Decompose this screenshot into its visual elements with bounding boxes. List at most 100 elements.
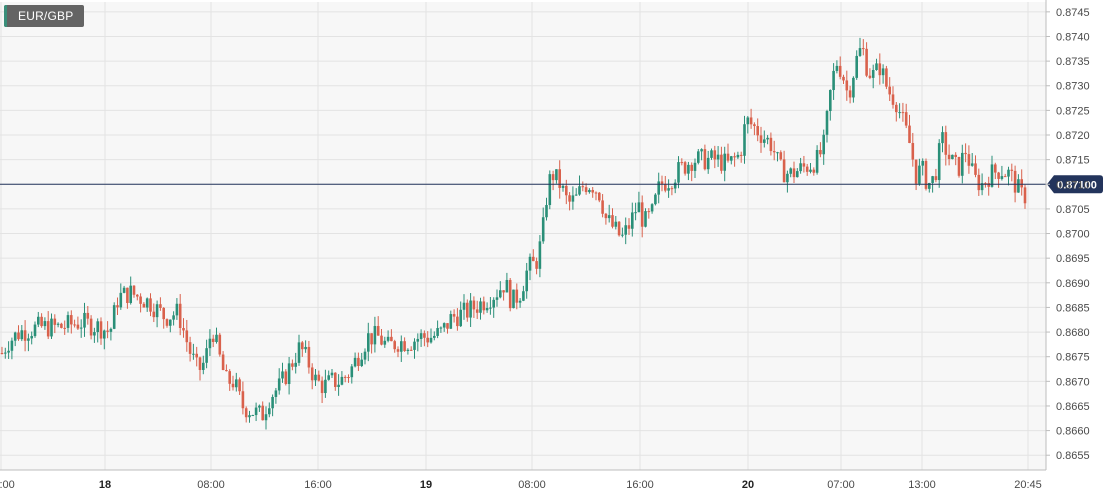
candle-body (452, 314, 456, 317)
candle-body (650, 204, 654, 212)
candle-body (624, 225, 627, 235)
candle-body (868, 75, 872, 78)
candle-body (502, 290, 505, 293)
candle-body (565, 185, 568, 196)
candle-body (63, 327, 66, 329)
candle-body (914, 159, 918, 184)
candle-body (175, 303, 179, 316)
candle-body (304, 346, 307, 350)
candle-body (967, 154, 971, 166)
candle-body (277, 378, 281, 391)
candle-body (720, 154, 723, 171)
candle-body (677, 162, 680, 183)
y-tick-label: 0.8685 (1056, 302, 1090, 314)
candle-body (23, 330, 27, 341)
candle-body (601, 200, 604, 214)
candle-body (373, 326, 377, 345)
candle-body (911, 143, 915, 160)
candle-body (700, 149, 703, 152)
candle-body (723, 153, 726, 171)
candle-body (231, 383, 235, 388)
y-tick-label: 0.8660 (1056, 426, 1090, 438)
candle-body (743, 124, 746, 156)
candle-body (162, 307, 165, 320)
candle-body (205, 348, 208, 363)
candle-body (693, 162, 697, 171)
candle-body (112, 305, 116, 329)
candle-body (604, 213, 608, 219)
candle-body (931, 176, 934, 183)
candle-body (446, 323, 449, 329)
candle-body (254, 407, 258, 416)
candle-body (756, 126, 759, 136)
candle-body (730, 156, 733, 161)
candle-body (782, 159, 786, 183)
candle-body (4, 352, 7, 354)
candle-body (50, 318, 53, 337)
y-tick-label: 0.8710 (1056, 179, 1090, 191)
candle-body (829, 90, 832, 112)
candle-body (845, 80, 849, 91)
candle-body (904, 112, 908, 126)
candle-body (218, 334, 222, 355)
candle-body (703, 149, 707, 170)
candle-body (739, 154, 743, 156)
x-tick-label: 08:00 (518, 479, 546, 491)
candle-body (809, 169, 812, 172)
candle-body (690, 164, 693, 171)
candle-body (436, 328, 439, 336)
candle-body (73, 324, 76, 326)
candle-body (482, 301, 486, 311)
candle-body (805, 166, 809, 172)
candle-body (947, 154, 951, 160)
candle-body (1013, 170, 1017, 193)
candle-body (505, 279, 509, 293)
candle-body (215, 334, 218, 343)
candle-body (1020, 179, 1023, 188)
candle-body (472, 300, 476, 310)
candle-body (475, 309, 479, 313)
candle-body (314, 374, 317, 381)
candle-body (139, 296, 142, 304)
candle-body (561, 185, 565, 188)
candle-body (33, 324, 37, 337)
grid (0, 2, 1046, 470)
y-tick-label: 0.8695 (1056, 253, 1090, 265)
candle-body (908, 125, 911, 144)
candle-body (489, 307, 492, 309)
candle-body (644, 211, 647, 227)
candle-body (984, 183, 987, 185)
candle-body (251, 415, 255, 417)
y-tick-label: 0.8700 (1056, 229, 1090, 241)
candle-body (832, 70, 835, 91)
candle-body (241, 391, 245, 409)
candle-body (188, 342, 192, 354)
candle-body (687, 164, 690, 174)
candle-body (109, 328, 113, 332)
x-tick-label: 19 (420, 479, 432, 491)
candle-body (647, 211, 651, 213)
candle-body (122, 287, 126, 293)
symbol-label: EUR/GBP (18, 9, 74, 23)
candle-body (294, 362, 297, 367)
candle-body (363, 351, 367, 360)
candle-body (479, 301, 482, 313)
candle-body (0, 353, 4, 354)
candle-body (320, 380, 324, 394)
candle-body (456, 316, 459, 327)
candle-body (796, 171, 799, 178)
candle-body (627, 225, 631, 229)
candle-body (802, 163, 806, 167)
candle-body (60, 323, 63, 328)
candle-body (307, 346, 311, 368)
candle-body (990, 164, 994, 187)
candle-body (713, 150, 717, 160)
candle-body (594, 192, 598, 194)
candle-body (96, 321, 99, 333)
candle-body (660, 181, 664, 184)
symbol-badge[interactable]: EUR/GBP (4, 5, 84, 27)
candle-body (126, 287, 129, 303)
y-tick-label: 0.8665 (1056, 401, 1090, 413)
